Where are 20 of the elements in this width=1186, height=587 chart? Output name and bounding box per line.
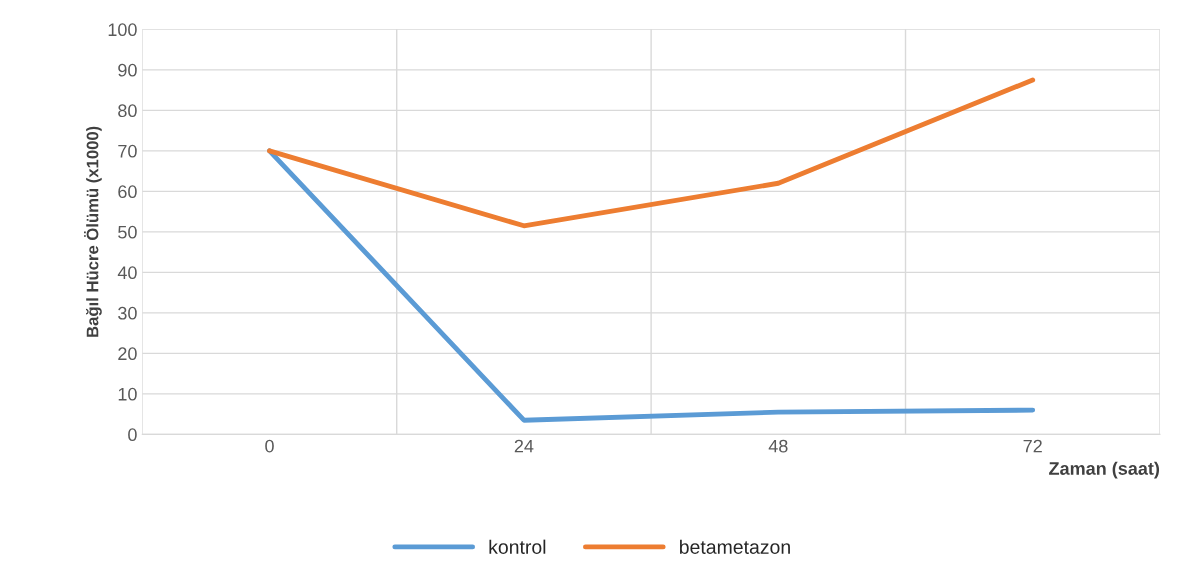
- line-series: [267, 77, 1036, 229]
- y-tick-label: 30: [118, 306, 137, 320]
- y-tick-label: 20: [118, 347, 137, 361]
- legend-label: kontrol: [489, 539, 546, 554]
- y-tick-label: 10: [118, 387, 137, 401]
- y-tick-label: 70: [118, 144, 137, 158]
- y-tick-label: 50: [118, 225, 137, 239]
- y-axis-title: Bağıl Hücre Ölümü (x1000): [84, 126, 102, 337]
- x-tick-label: 0: [265, 439, 274, 453]
- y-tick-label: 100: [108, 23, 137, 37]
- y-tick-label: 60: [118, 185, 137, 199]
- y-tick-label: 80: [118, 104, 137, 118]
- y-tick-label: 40: [117, 266, 137, 280]
- x-tick-label: 24: [514, 439, 534, 453]
- x-tick-label: 72: [1023, 439, 1042, 453]
- y-tick-label: 0: [128, 428, 137, 442]
- y-tick-label: 90: [118, 63, 137, 77]
- legend-label: betametazon: [680, 539, 790, 554]
- x-tick-label: 48: [768, 439, 788, 453]
- x-axis-title: Zaman (saat): [1049, 461, 1160, 479]
